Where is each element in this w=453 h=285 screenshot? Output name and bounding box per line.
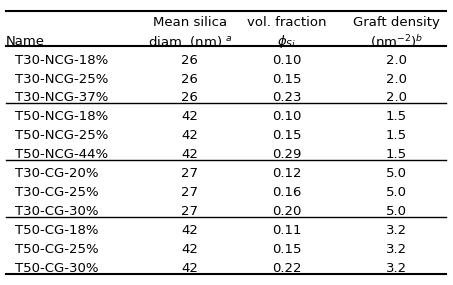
Text: 0.23: 0.23: [272, 91, 301, 105]
Text: 27: 27: [182, 205, 198, 218]
Text: $\phi_{Si}$: $\phi_{Si}$: [277, 32, 296, 50]
Text: T30-CG-20%: T30-CG-20%: [15, 167, 98, 180]
Text: 42: 42: [182, 262, 198, 275]
Text: 0.10: 0.10: [272, 110, 301, 123]
Text: (nm$^{-2}$)$^b$: (nm$^{-2}$)$^b$: [370, 33, 423, 50]
Text: 26: 26: [182, 54, 198, 67]
Text: T30-NCG-37%: T30-NCG-37%: [15, 91, 108, 105]
Text: 27: 27: [182, 167, 198, 180]
Text: 2.0: 2.0: [386, 54, 407, 67]
Text: 1.5: 1.5: [386, 148, 407, 161]
Text: 3.2: 3.2: [386, 262, 407, 275]
Text: 42: 42: [182, 243, 198, 256]
Text: vol. fraction: vol. fraction: [247, 16, 326, 29]
Text: 0.11: 0.11: [272, 224, 301, 237]
Text: 0.15: 0.15: [272, 72, 301, 86]
Text: T30-CG-30%: T30-CG-30%: [15, 205, 98, 218]
Text: T50-CG-30%: T50-CG-30%: [15, 262, 98, 275]
Text: 26: 26: [182, 72, 198, 86]
Text: T50-NCG-18%: T50-NCG-18%: [15, 110, 108, 123]
Text: T30-CG-25%: T30-CG-25%: [15, 186, 98, 199]
Text: 26: 26: [182, 91, 198, 105]
Text: 1.5: 1.5: [386, 110, 407, 123]
Text: 3.2: 3.2: [386, 243, 407, 256]
Text: 2.0: 2.0: [386, 91, 407, 105]
Text: 0.22: 0.22: [272, 262, 301, 275]
Text: T30-NCG-25%: T30-NCG-25%: [15, 72, 108, 86]
Text: 0.16: 0.16: [272, 186, 301, 199]
Text: T50-CG-18%: T50-CG-18%: [15, 224, 98, 237]
Text: 0.29: 0.29: [272, 148, 301, 161]
Text: 0.15: 0.15: [272, 129, 301, 142]
Text: T30-NCG-18%: T30-NCG-18%: [15, 54, 108, 67]
Text: 5.0: 5.0: [386, 186, 407, 199]
Text: 42: 42: [182, 148, 198, 161]
Text: 2.0: 2.0: [386, 72, 407, 86]
Text: 0.10: 0.10: [272, 54, 301, 67]
Text: 0.15: 0.15: [272, 243, 301, 256]
Text: 5.0: 5.0: [386, 167, 407, 180]
Text: T50-NCG-44%: T50-NCG-44%: [15, 148, 108, 161]
Text: 0.12: 0.12: [272, 167, 301, 180]
Text: T50-NCG-25%: T50-NCG-25%: [15, 129, 108, 142]
Text: 42: 42: [182, 224, 198, 237]
Text: 1.5: 1.5: [386, 129, 407, 142]
Text: 3.2: 3.2: [386, 224, 407, 237]
Text: 27: 27: [182, 186, 198, 199]
Text: diam. (nm) $^a$: diam. (nm) $^a$: [148, 34, 232, 49]
Text: 0.20: 0.20: [272, 205, 301, 218]
Text: Mean silica: Mean silica: [153, 16, 227, 29]
Text: Name: Name: [6, 34, 45, 48]
Text: Graft density: Graft density: [353, 16, 440, 29]
Text: 5.0: 5.0: [386, 205, 407, 218]
Text: 42: 42: [182, 129, 198, 142]
Text: T50-CG-25%: T50-CG-25%: [15, 243, 98, 256]
Text: 42: 42: [182, 110, 198, 123]
